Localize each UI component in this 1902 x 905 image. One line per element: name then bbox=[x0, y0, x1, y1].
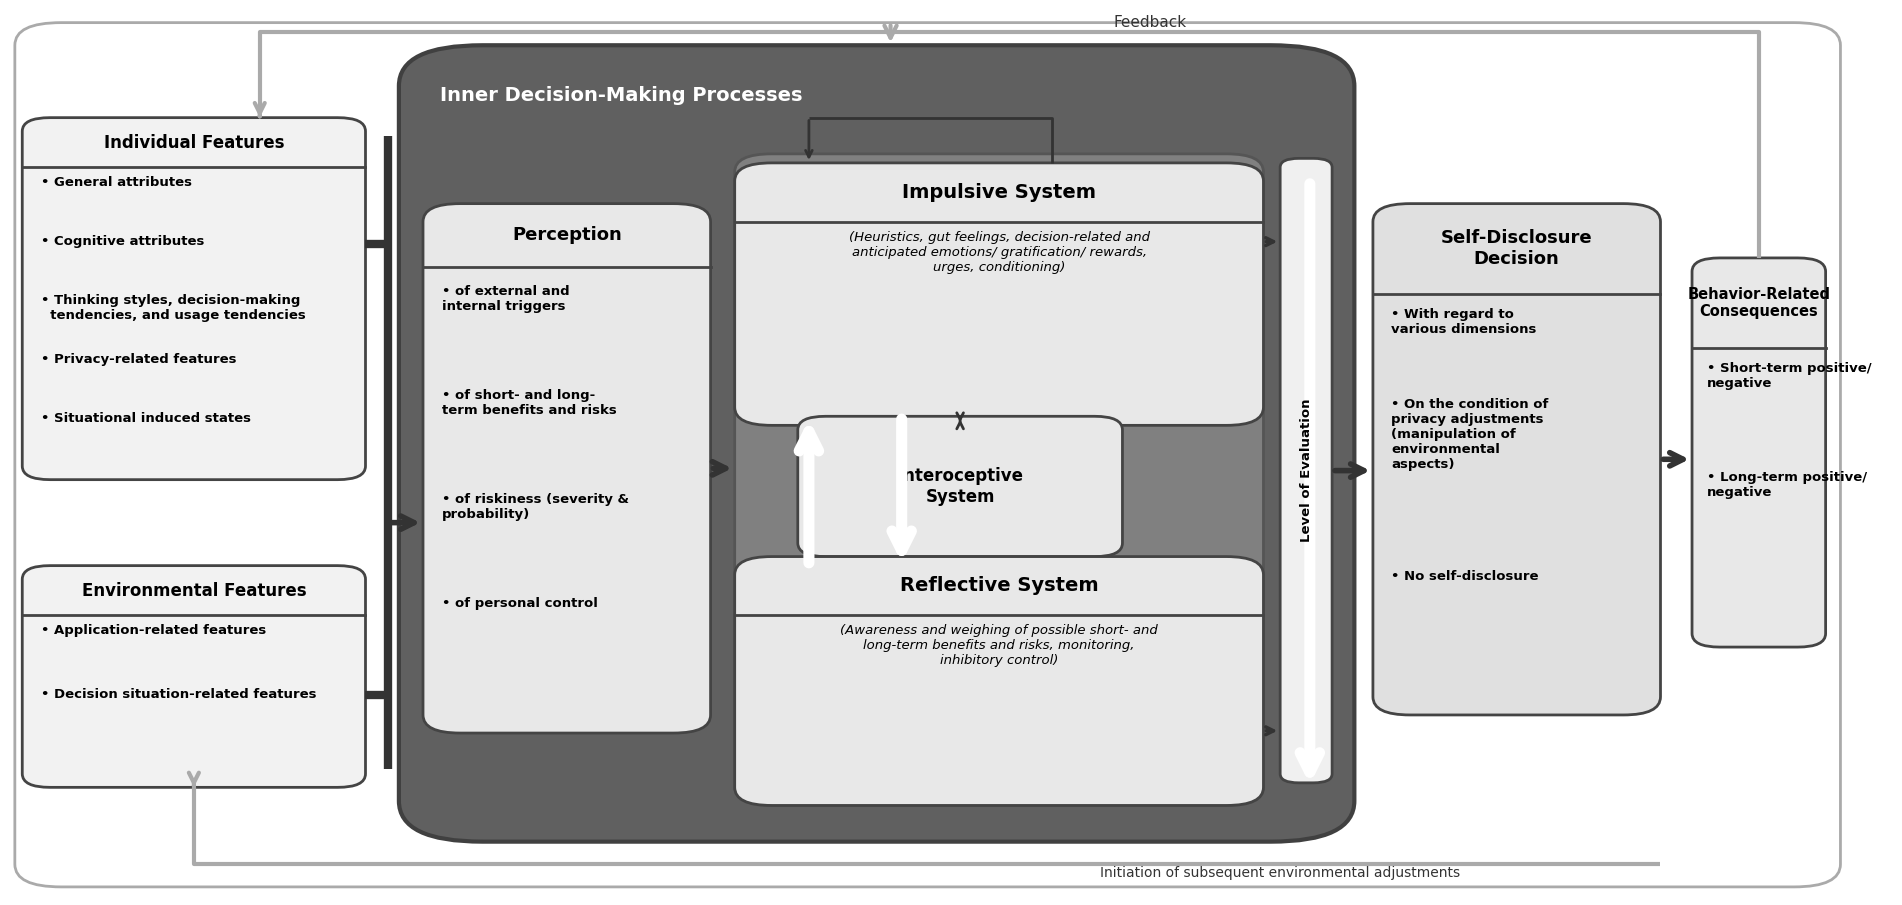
FancyBboxPatch shape bbox=[1693, 258, 1826, 647]
FancyBboxPatch shape bbox=[734, 557, 1263, 805]
Text: • General attributes: • General attributes bbox=[40, 176, 192, 189]
FancyBboxPatch shape bbox=[399, 45, 1354, 842]
Text: • Cognitive attributes: • Cognitive attributes bbox=[40, 235, 204, 248]
Text: • Short-term positive/
negative: • Short-term positive/ negative bbox=[1706, 362, 1872, 390]
Text: Individual Features: Individual Features bbox=[103, 134, 283, 151]
Text: • of short- and long-
term benefits and risks: • of short- and long- term benefits and … bbox=[441, 389, 616, 417]
Text: Inner Decision-Making Processes: Inner Decision-Making Processes bbox=[439, 86, 803, 104]
FancyBboxPatch shape bbox=[797, 416, 1122, 557]
Text: Initiation of subsequent environmental adjustments: Initiation of subsequent environmental a… bbox=[1099, 866, 1461, 881]
Text: • of external and
internal triggers: • of external and internal triggers bbox=[441, 285, 569, 313]
Text: (Heuristics, gut feelings, decision-related and
anticipated emotions/ gratificat: (Heuristics, gut feelings, decision-rela… bbox=[848, 231, 1149, 274]
Text: • Application-related features: • Application-related features bbox=[40, 624, 266, 637]
Text: • of riskiness (severity &
probability): • of riskiness (severity & probability) bbox=[441, 493, 628, 521]
FancyBboxPatch shape bbox=[734, 163, 1263, 425]
Text: • On the condition of
privacy adjustments
(manipulation of
environmental
aspects: • On the condition of privacy adjustment… bbox=[1392, 398, 1548, 472]
Text: • Long-term positive/
negative: • Long-term positive/ negative bbox=[1706, 471, 1868, 499]
Text: Self-Disclosure
Decision: Self-Disclosure Decision bbox=[1442, 230, 1592, 268]
Text: Environmental Features: Environmental Features bbox=[82, 582, 306, 599]
FancyBboxPatch shape bbox=[23, 118, 365, 480]
Text: Feedback: Feedback bbox=[1115, 15, 1187, 30]
Text: • No self-disclosure: • No self-disclosure bbox=[1392, 570, 1539, 583]
FancyBboxPatch shape bbox=[734, 154, 1263, 805]
Text: • Privacy-related features: • Privacy-related features bbox=[40, 353, 236, 366]
FancyBboxPatch shape bbox=[23, 566, 365, 787]
Text: Impulsive System: Impulsive System bbox=[902, 183, 1096, 202]
Text: • Situational induced states: • Situational induced states bbox=[40, 412, 251, 424]
Text: (Awareness and weighing of possible short- and
long-term benefits and risks, mon: (Awareness and weighing of possible shor… bbox=[841, 624, 1158, 668]
Text: • Decision situation-related features: • Decision situation-related features bbox=[40, 688, 316, 700]
Text: Interoceptive
System: Interoceptive System bbox=[898, 467, 1023, 506]
Text: • of personal control: • of personal control bbox=[441, 597, 597, 610]
FancyBboxPatch shape bbox=[1373, 204, 1660, 715]
Text: Perception: Perception bbox=[512, 226, 622, 244]
Text: • With regard to
various dimensions: • With regard to various dimensions bbox=[1392, 308, 1537, 336]
Text: • Thinking styles, decision-making
  tendencies, and usage tendencies: • Thinking styles, decision-making tende… bbox=[40, 294, 306, 322]
Text: Behavior-Related
Consequences: Behavior-Related Consequences bbox=[1687, 287, 1830, 319]
FancyBboxPatch shape bbox=[422, 204, 711, 733]
Text: Reflective System: Reflective System bbox=[900, 576, 1097, 595]
FancyBboxPatch shape bbox=[1280, 158, 1331, 783]
Text: Level of Evaluation: Level of Evaluation bbox=[1299, 399, 1312, 542]
